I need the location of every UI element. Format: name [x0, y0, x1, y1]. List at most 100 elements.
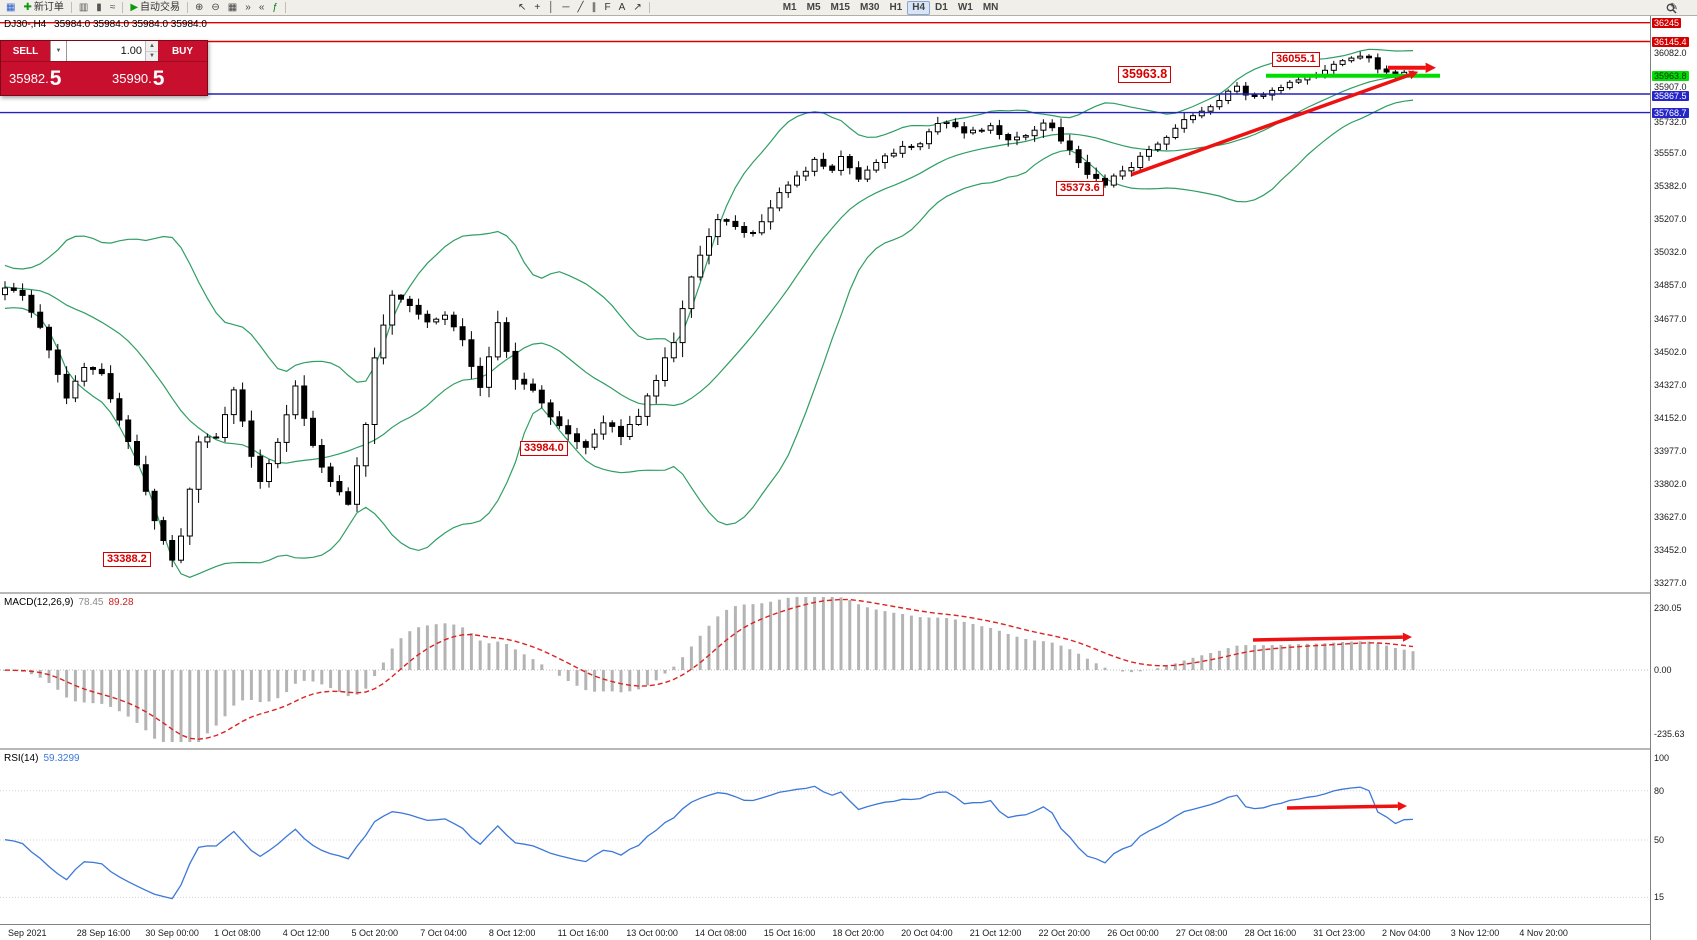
time-label: 21 Oct 12:00 — [969, 928, 1022, 938]
volume-stepper: ▲ ▼ — [145, 41, 158, 61]
order-type-dropdown[interactable]: ▼ — [50, 41, 67, 61]
time-label: 30 Sep 00:00 — [145, 928, 199, 938]
horizontal-line-tool-button[interactable]: ─ — [558, 1, 573, 15]
timeframe-h1-button[interactable]: H1 — [884, 1, 907, 15]
price-marker: 36245 — [1652, 17, 1682, 28]
timeframe-d1-label: D1 — [935, 1, 948, 13]
toolbar-space — [289, 7, 514, 8]
timeframe-h1-label: H1 — [889, 1, 903, 13]
channel-tool-icon: ∥ — [591, 1, 597, 13]
timeframe-h4-button[interactable]: H4 — [907, 0, 931, 15]
chart-ohlc-values: 35984.0 35984.0 35984.0 35984.0 — [54, 19, 207, 30]
volume-input[interactable] — [67, 41, 145, 61]
timeframe-d1-button[interactable]: D1 — [930, 1, 953, 15]
time-label: 4 Nov 20:00 — [1519, 928, 1568, 938]
toolbar-separator — [648, 2, 650, 13]
vertical-line-tool-button[interactable]: │ — [544, 1, 558, 15]
toolbar-separator — [70, 2, 72, 13]
bar-chart-button[interactable]: ▥ — [75, 1, 92, 15]
toolbar-right: ✎ — [1666, 1, 1694, 15]
cursor-tool-button[interactable]: ↖ — [514, 1, 530, 15]
main-chart[interactable] — [0, 16, 1650, 592]
candlestick-chart-button[interactable]: ▮ — [92, 1, 106, 15]
app-icon-icon: ▦ — [6, 1, 16, 13]
cursor-tool-icon: ↖ — [517, 1, 527, 13]
timeframe-m5-button[interactable]: M5 — [802, 1, 826, 15]
price-callout: 35373.6 — [1056, 181, 1104, 196]
buy-price[interactable]: 35990. 5 — [104, 66, 207, 91]
time-label: 28 Sep 16:00 — [76, 928, 131, 938]
timeframe-m1-label: M1 — [782, 1, 797, 13]
auto-scroll-button[interactable]: » — [241, 1, 255, 15]
new-order-button[interactable]: ✚ 新订单 — [19, 1, 67, 15]
sell-price[interactable]: 35982. 5 — [1, 66, 104, 91]
macd-axis-label: -235.63 — [1654, 728, 1685, 739]
vertical-line-tool-icon: │ — [548, 1, 555, 13]
price-callout: 33984.0 — [520, 441, 568, 456]
timeframe-m1-button[interactable]: M1 — [778, 1, 802, 15]
sell-price-pip: 5 — [49, 67, 62, 90]
sell-button[interactable]: SELL — [12, 45, 39, 57]
price-axis[interactable]: 36245 36145.4 36082.0 35963.8 35907.0 35867.5… — [1650, 16, 1697, 940]
buy-price-pip: 5 — [152, 67, 165, 90]
price-callout: 33388.2 — [103, 552, 151, 567]
timeframe-mn-label: MN — [982, 1, 999, 13]
rsi-axis-label: 100 — [1654, 753, 1670, 763]
macd-panel-separator[interactable] — [0, 592, 1650, 594]
time-label: 18 Oct 20:00 — [832, 928, 884, 938]
price-tick: 35732.0 — [1654, 117, 1687, 128]
channel-tool-button[interactable]: ∥ — [588, 1, 601, 15]
fibonacci-tool-button[interactable]: F — [601, 1, 615, 15]
timeframe-mn-button[interactable]: MN — [978, 1, 1004, 15]
macd-axis-label: 0.00 — [1654, 665, 1672, 675]
rsi-axis-label: 50 — [1654, 835, 1665, 845]
timeframe-m30-button[interactable]: M30 — [855, 1, 884, 15]
time-label: 27 Oct 08:00 — [1175, 928, 1228, 938]
price-tick: 34502.0 — [1654, 346, 1687, 357]
timeframe-w1-button[interactable]: W1 — [953, 1, 978, 15]
search-button[interactable] — [1666, 1, 1694, 15]
new-order-label: 新订单 — [33, 1, 64, 13]
time-label: 2 Nov 04:00 — [1382, 928, 1431, 938]
autotrading-button[interactable]: ▶ 自动交易 — [126, 1, 184, 15]
crosshair-tool-button[interactable]: + — [530, 1, 544, 15]
price-tick: 35032.0 — [1654, 246, 1687, 257]
volume-decrease-button[interactable]: ▼ — [146, 51, 158, 61]
tile-windows-icon: ▦ — [227, 1, 238, 13]
timeframe-m15-button[interactable]: M15 — [826, 1, 855, 15]
autotrading-icon: ▶ — [130, 1, 139, 13]
app-icon-button[interactable]: ▦ — [2, 1, 19, 15]
price-tick: 35207.0 — [1654, 213, 1687, 224]
rsi-panel[interactable] — [0, 748, 1650, 924]
time-label: 1 Oct 08:00 — [214, 928, 261, 938]
buy-button[interactable]: BUY — [171, 45, 194, 57]
time-axis[interactable]: Sep 2021 28 Sep 16:00 30 Sep 00:00 1 Oct 08… — [0, 924, 1650, 940]
price-tick: 35557.0 — [1654, 147, 1687, 158]
text-tool-button[interactable]: A — [615, 1, 630, 15]
macd-name: MACD(12,26,9) — [4, 597, 74, 608]
rsi-axis-label: 15 — [1654, 892, 1665, 903]
price-tick: 34152.0 — [1654, 412, 1687, 423]
zoom-out-button[interactable]: ⊖ — [207, 1, 223, 15]
volume-increase-button[interactable]: ▲ — [146, 41, 158, 52]
rsi-panel-separator[interactable] — [0, 748, 1650, 750]
tile-windows-button[interactable]: ▦ — [224, 1, 241, 15]
trendline-tool-button[interactable]: ╱ — [574, 1, 588, 15]
line-chart-button[interactable]: ≈ — [106, 1, 120, 15]
zoom-in-button[interactable]: ⊕ — [191, 1, 207, 15]
macd-panel[interactable] — [0, 592, 1650, 748]
text-tool-icon: A — [618, 1, 626, 13]
auto-scroll-icon: » — [245, 1, 251, 13]
chart-title: DJ30-,H4 35984.0 35984.0 35984.0 35984.0 — [4, 19, 207, 30]
price-callout: 35963.8 — [1118, 66, 1172, 83]
indicators-button[interactable]: ƒ — [268, 1, 282, 15]
trendline-tool-icon: ╱ — [577, 1, 584, 13]
autotrading-label: 自动交易 — [140, 1, 181, 13]
timeframe-h4-label: H4 — [912, 1, 926, 13]
chart-shift-button[interactable]: « — [255, 1, 269, 15]
zoom-out-icon: ⊖ — [211, 1, 220, 13]
arrows-tool-button[interactable]: ↗ — [629, 1, 645, 15]
price-tick: 34677.0 — [1654, 313, 1687, 324]
arrows-tool-icon: ↗ — [633, 1, 642, 13]
rsi-axis-label: 80 — [1654, 785, 1665, 796]
